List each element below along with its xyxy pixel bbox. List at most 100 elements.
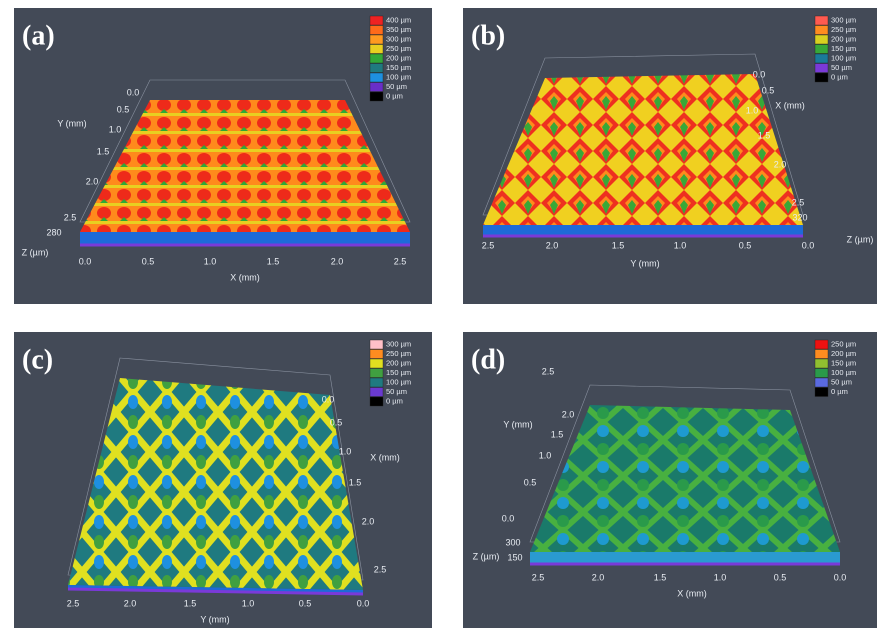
axis-label: 2.0 [546,240,559,250]
axis-label: 1.5 [654,572,667,582]
legend-swatch [370,350,383,359]
legend-swatch [815,45,828,54]
legend-swatch [370,45,383,54]
axis-label: X (mm) [370,452,400,462]
axis-label: 280 [46,227,61,237]
figure: (a)400 µm350 µm300 µm250 µm200 µm150 µm1… [0,0,877,628]
axis-label: 2.5 [394,256,407,266]
axis-label: 2.0 [562,409,575,419]
axis-label: 2.5 [482,240,495,250]
axis-label: 0.5 [774,572,787,582]
panel: (c)300 µm250 µm200 µm150 µm100 µm50 µm0 … [14,332,432,628]
axis-label: 0.0 [753,69,766,79]
surface [483,74,803,225]
panel-label: (b) [471,20,505,51]
legend-label: 200 µm [831,34,856,43]
axis-label: 0.5 [330,417,343,427]
axis-label: 1.5 [184,598,197,608]
legend-swatch [815,369,828,378]
axis-label: 1.0 [539,450,552,460]
axis-label: 0.5 [142,256,155,266]
axis-label: 150 [507,552,522,562]
axis-label: 0.0 [802,240,815,250]
legend-label: 50 µm [386,82,407,91]
axis-label: X (mm) [230,272,260,282]
axis-label: 0.5 [739,240,752,250]
axis-label: 0.0 [502,513,515,523]
panel: (d)250 µm200 µm150 µm100 µm50 µm0 µm2.5Y… [463,332,877,628]
legend-swatch [370,16,383,25]
axis-label: 0.5 [524,477,537,487]
base-strip [483,225,803,236]
legend-label: 250 µm [831,25,856,34]
legend-label: 300 µm [386,34,411,43]
legend-label: 300 µm [386,339,411,348]
legend-swatch [370,64,383,73]
legend-label: 400 µm [386,15,411,24]
axis-label: 0.5 [299,598,312,608]
legend-label: 50 µm [831,377,852,386]
axis-label: Z (µm) [473,551,500,561]
legend-swatch [370,388,383,397]
base-strip [530,552,840,564]
axis-label: 1.0 [674,240,687,250]
axis-label: 2.0 [124,598,137,608]
legend-swatch [815,378,828,387]
axis-label: Y (mm) [503,419,532,429]
legend-label: 0 µm [386,91,403,100]
axis-label: 2.0 [362,516,375,526]
legend-label: 50 µm [831,63,852,72]
axis-label: 1.0 [242,598,255,608]
legend-swatch [815,26,828,35]
axis-label: 2.5 [67,598,80,608]
axis-label: 0.5 [117,104,130,114]
axis-label: 1.0 [109,124,122,134]
legend-swatch [370,359,383,368]
legend-label: 0 µm [386,396,403,405]
legend-swatch [370,73,383,82]
legend-swatch [815,388,828,397]
axis-label: 1.0 [339,446,352,456]
axis-label: 320 [792,212,807,222]
legend-swatch [815,350,828,359]
legend-swatch [370,340,383,349]
legend-label: 350 µm [386,25,411,34]
base-strip [80,232,410,245]
legend-label: 150 µm [386,368,411,377]
legend-label: 100 µm [386,377,411,386]
legend-swatch [815,16,828,25]
legend-label: 100 µm [831,53,856,62]
axis-label: Y (mm) [200,614,229,624]
panel-label: (c) [22,344,53,375]
axis-label: 2.5 [374,564,387,574]
axis-label: X (mm) [775,100,805,110]
legend-label: 0 µm [831,72,848,81]
axis-label: Y (mm) [630,258,659,268]
axis-label: 1.0 [746,105,759,115]
axis-label: 0.0 [357,598,370,608]
legend-label: 50 µm [386,387,407,396]
axis-label: 1.0 [714,572,727,582]
legend-swatch [815,359,828,368]
axis-label: 1.5 [758,130,771,140]
legend-swatch [815,64,828,73]
panel-label: (a) [22,20,55,51]
panel: (b)300 µm250 µm200 µm150 µm100 µm50 µm0 … [463,8,877,304]
legend-label: 150 µm [831,44,856,53]
axis-label: 300 [505,537,520,547]
surface [68,378,363,590]
legend-swatch [370,92,383,101]
axis-label: Z (µm) [847,234,874,244]
surface [80,100,410,232]
legend-swatch [815,340,828,349]
legend-swatch [370,35,383,44]
legend-label: 100 µm [831,368,856,377]
axis-label: 2.0 [331,256,344,266]
axis-label: Y (mm) [57,118,86,128]
legend-label: 150 µm [831,358,856,367]
legend-label: 200 µm [386,53,411,62]
legend-swatch [370,26,383,35]
legend-label: 0 µm [831,387,848,396]
axis-label: 2.5 [542,366,555,376]
